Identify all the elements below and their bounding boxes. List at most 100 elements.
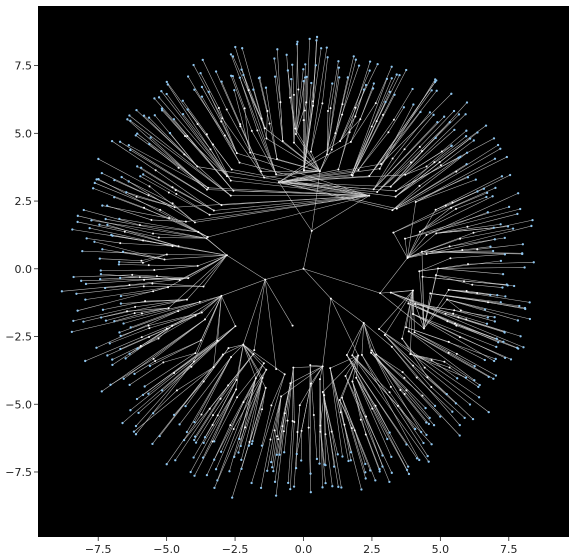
tree-node (326, 153, 329, 156)
tree-edge (195, 295, 222, 354)
tree-edge (296, 383, 312, 455)
tree-edge (309, 365, 315, 415)
tree-node (138, 224, 141, 227)
tree-node (154, 169, 157, 172)
tree-node (171, 245, 174, 248)
tree-edge (319, 149, 333, 172)
tree-node (294, 133, 297, 136)
tree-node (318, 170, 321, 173)
leaf-node (302, 68, 305, 71)
tree-node (275, 173, 278, 176)
tree-node (292, 93, 295, 96)
leaf-node (149, 136, 152, 139)
tree-edge (406, 390, 430, 419)
tree-node (171, 186, 174, 189)
tree-edge (463, 280, 507, 285)
leaf-node (129, 409, 132, 412)
tree-edge (89, 227, 173, 247)
tree-node (390, 345, 393, 348)
tree-edge (426, 239, 495, 255)
tree-node (194, 314, 197, 317)
tree-node (268, 122, 271, 125)
tree-edge (322, 366, 325, 396)
tree-edge (322, 57, 328, 104)
tree-node (406, 256, 409, 259)
leaf-node (160, 389, 164, 392)
tree-edge (265, 268, 304, 280)
tree-node (298, 404, 301, 407)
tree-edge (111, 140, 156, 171)
x-tick-label: −2.5 (222, 543, 249, 556)
tree-edge (410, 353, 445, 362)
leaf-node (121, 421, 124, 425)
tree-node (147, 194, 150, 197)
leaf-node (477, 396, 481, 399)
tree-edge (151, 219, 186, 222)
leaf-node (193, 435, 197, 438)
tree-node (378, 167, 381, 170)
leaf-node (238, 76, 241, 79)
tree-node (150, 218, 153, 221)
tree-node (359, 118, 362, 121)
tree-edge (236, 152, 370, 196)
tree-edge (132, 274, 189, 279)
tree-edge (241, 387, 266, 469)
tree-node (446, 320, 449, 323)
tree-node (283, 412, 286, 415)
tree-edge (296, 44, 299, 90)
leaf-node (499, 259, 503, 263)
leaf-node (508, 173, 512, 177)
tree-edge (434, 135, 467, 163)
tree-edge (274, 58, 281, 103)
leaf-node (129, 326, 132, 329)
tree-nodes (60, 35, 535, 499)
tree-edge (405, 151, 443, 176)
tree-node (403, 148, 406, 151)
leaf-node (425, 433, 428, 437)
tree-node (418, 184, 421, 187)
tree-edge (163, 352, 196, 363)
tree-edge (331, 104, 343, 150)
tree-node (236, 396, 239, 399)
leaf-node (207, 90, 210, 94)
tree-edge (128, 181, 173, 204)
tree-edge (134, 360, 156, 375)
leaf-node (142, 173, 145, 176)
tree-edge (164, 254, 227, 260)
tree-edge (276, 383, 291, 455)
tree-node (440, 150, 443, 153)
tree-edge (269, 123, 278, 160)
tree-node (312, 413, 315, 416)
tree-edge (295, 77, 306, 135)
tree-node (465, 290, 468, 292)
leaf-node (141, 393, 145, 396)
tree-edge (331, 114, 343, 150)
tree-edge (448, 352, 494, 380)
tree-node (453, 309, 456, 312)
tree-edge (197, 166, 370, 196)
tree-edge (295, 133, 321, 172)
leaf-node (434, 136, 437, 140)
leaf-node (326, 56, 329, 59)
tree-edge (382, 69, 407, 116)
tree-edge (264, 279, 277, 370)
tree-node (421, 150, 424, 153)
tree-node (349, 140, 352, 143)
tree-node (263, 176, 266, 179)
tree-edge (136, 196, 175, 208)
tree-edge (81, 277, 189, 282)
leaf-node (320, 47, 323, 50)
tree-edge (370, 352, 407, 391)
tree-node (451, 201, 454, 204)
tree-node (148, 185, 151, 188)
tree-edge (212, 389, 237, 442)
tree-edge (213, 397, 238, 442)
leaf-node (99, 273, 103, 276)
leaf-node (477, 385, 480, 389)
tree-node (171, 202, 174, 205)
leaf-node (516, 319, 520, 322)
tree-edge (143, 115, 185, 155)
tree-edge (408, 331, 475, 381)
tree-edge (376, 75, 400, 122)
leaf-node (174, 459, 177, 462)
